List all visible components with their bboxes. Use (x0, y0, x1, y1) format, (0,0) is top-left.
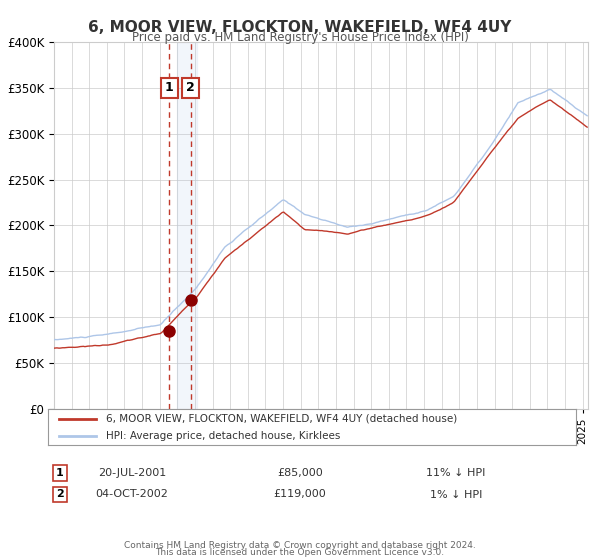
Text: 04-OCT-2002: 04-OCT-2002 (95, 489, 169, 500)
Text: £85,000: £85,000 (277, 468, 323, 478)
Text: 6, MOOR VIEW, FLOCKTON, WAKEFIELD, WF4 4UY: 6, MOOR VIEW, FLOCKTON, WAKEFIELD, WF4 4… (88, 20, 512, 35)
Text: 2: 2 (186, 81, 195, 94)
Text: 20-JUL-2001: 20-JUL-2001 (98, 468, 166, 478)
Text: 1: 1 (56, 468, 64, 478)
Text: 6, MOOR VIEW, FLOCKTON, WAKEFIELD, WF4 4UY (detached house): 6, MOOR VIEW, FLOCKTON, WAKEFIELD, WF4 4… (106, 414, 457, 424)
Bar (178, 42, 197, 409)
Text: Price paid vs. HM Land Registry's House Price Index (HPI): Price paid vs. HM Land Registry's House … (131, 31, 469, 44)
Text: 1: 1 (165, 81, 174, 94)
Text: 1% ↓ HPI: 1% ↓ HPI (430, 489, 482, 500)
Text: Contains HM Land Registry data © Crown copyright and database right 2024.: Contains HM Land Registry data © Crown c… (124, 541, 476, 550)
Text: 2: 2 (56, 489, 64, 500)
Text: This data is licensed under the Open Government Licence v3.0.: This data is licensed under the Open Gov… (155, 548, 445, 557)
Text: £119,000: £119,000 (274, 489, 326, 500)
Text: HPI: Average price, detached house, Kirklees: HPI: Average price, detached house, Kirk… (106, 431, 340, 441)
Text: 11% ↓ HPI: 11% ↓ HPI (427, 468, 485, 478)
